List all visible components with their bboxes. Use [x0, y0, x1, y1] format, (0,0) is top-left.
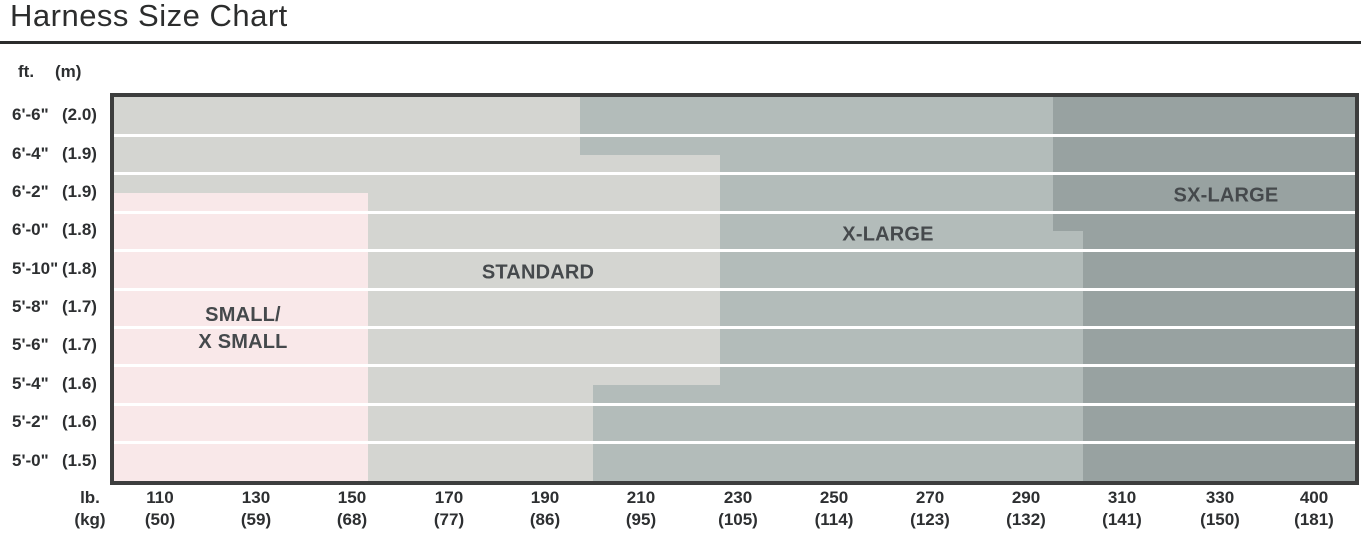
- x-tick-kg: (95): [625, 510, 657, 529]
- zone-label-small-xsmall: SMALL/ X SMALL: [198, 302, 287, 356]
- x-tick-kg: (105): [718, 510, 758, 529]
- x-tick-lb: 310: [1107, 488, 1137, 507]
- y-label-6-2: 6'-2" (1.9): [12, 182, 108, 204]
- y-label-ft: 5'-4": [12, 374, 49, 393]
- x-tick-110: 110 (50): [145, 487, 175, 531]
- y-label-5-2: 5'-2" (1.6): [12, 412, 108, 434]
- y-label-5-8: 5'-8" (1.7): [12, 297, 108, 319]
- x-tick-lb: 150: [337, 488, 367, 507]
- page-title: Harness Size Chart: [10, 0, 288, 33]
- x-tick-170: 170 (77): [434, 487, 464, 531]
- x-tick-130: 130 (59): [241, 487, 271, 531]
- x-tick-kg: (132): [1006, 510, 1046, 529]
- x-tick-230: 230 (105): [718, 487, 758, 531]
- y-label-5-4: 5'-4" (1.6): [12, 374, 108, 396]
- y-label-m: (1.5): [62, 451, 97, 470]
- chart-zones: SMALL/ X SMALL STANDARD X-LARGE SX-LARGE: [114, 97, 1355, 481]
- x-tick-210: 210 (95): [626, 487, 656, 531]
- y-label-m: (1.8): [62, 220, 97, 239]
- x-tick-150: 150 (68): [337, 487, 367, 531]
- row-separator: [114, 326, 1355, 329]
- x-tick-kg: (181): [1294, 510, 1334, 529]
- x-tick-330: 330 (150): [1200, 487, 1240, 531]
- y-axis-unit-m: (m): [55, 62, 82, 81]
- x-axis-unit-lb: lb.: [80, 488, 100, 507]
- y-label-m: (1.7): [62, 297, 97, 316]
- y-label-m: (1.6): [62, 412, 97, 431]
- row-separator: [114, 134, 1355, 137]
- region-sx-large-lower: [1083, 231, 1355, 481]
- y-label-6-6: 6'-6" (2.0): [12, 105, 108, 127]
- y-label-ft: 5'-10": [12, 259, 59, 278]
- y-label-5-6: 5'-6" (1.7): [12, 335, 108, 357]
- x-tick-lb: 230: [723, 488, 753, 507]
- row-separator: [114, 172, 1355, 175]
- x-tick-kg: (141): [1102, 510, 1142, 529]
- y-label-5-10: 5'-10" (1.8): [12, 259, 108, 281]
- x-tick-lb: 110: [146, 488, 174, 507]
- y-label-m: (1.6): [62, 374, 97, 393]
- y-label-m: (1.7): [62, 335, 97, 354]
- row-separator: [114, 441, 1355, 444]
- x-tick-kg: (86): [529, 510, 561, 529]
- x-tick-lb: 270: [915, 488, 945, 507]
- region-standard-upper: [114, 97, 580, 155]
- x-tick-270: 270 (123): [910, 487, 950, 531]
- region-sx-large-upper: [1053, 97, 1355, 231]
- x-tick-lb: 190: [530, 488, 560, 507]
- zone-label-sx-large: SX-LARGE: [1173, 184, 1279, 207]
- row-separator: [114, 211, 1355, 214]
- x-tick-lb: 210: [626, 488, 656, 507]
- x-tick-kg: (59): [240, 510, 272, 529]
- x-tick-lb: 330: [1205, 488, 1235, 507]
- y-label-m: (2.0): [62, 105, 97, 124]
- y-label-ft: 5'-6": [12, 335, 49, 354]
- x-tick-kg: (77): [433, 510, 465, 529]
- x-tick-190: 190 (86): [530, 487, 560, 531]
- x-tick-kg: (50): [144, 510, 176, 529]
- x-tick-400: 400 (181): [1294, 487, 1334, 531]
- zone-label-small-line2: X SMALL: [198, 331, 288, 353]
- y-label-6-4: 6'-4" (1.9): [12, 144, 108, 166]
- x-tick-290: 290 (132): [1006, 487, 1046, 531]
- y-label-6-0: 6'-0" (1.8): [12, 220, 108, 242]
- x-tick-lb: 400: [1299, 488, 1329, 507]
- y-axis-unit-ft: ft.: [18, 62, 35, 81]
- row-separator: [114, 249, 1355, 252]
- x-axis-unit-kg: (kg): [74, 510, 106, 529]
- row-separator: [114, 288, 1355, 291]
- zone-label-x-large: X-LARGE: [842, 223, 934, 246]
- y-label-ft: 5'-2": [12, 412, 49, 431]
- x-tick-kg: (150): [1200, 510, 1240, 529]
- zone-label-standard: STANDARD: [481, 261, 595, 284]
- x-axis-units: lb. (kg): [74, 487, 105, 531]
- y-label-ft: 5'-8": [12, 297, 49, 316]
- y-label-m: (1.9): [62, 144, 97, 163]
- x-tick-lb: 250: [819, 488, 849, 507]
- x-tick-lb: 290: [1011, 488, 1041, 507]
- x-tick-310: 310 (141): [1102, 487, 1142, 531]
- x-tick-kg: (68): [336, 510, 368, 529]
- region-small-xsmall: [114, 193, 368, 481]
- x-tick-kg: (123): [910, 510, 950, 529]
- y-label-ft: 6'-2": [12, 182, 49, 201]
- title-underline: [0, 41, 1361, 44]
- x-tick-lb: 130: [241, 488, 271, 507]
- y-label-ft: 6'-6": [12, 105, 49, 124]
- chart-plot-area: SMALL/ X SMALL STANDARD X-LARGE SX-LARGE: [110, 93, 1359, 485]
- x-tick-lb: 170: [434, 488, 464, 507]
- row-separator: [114, 403, 1355, 406]
- y-label-ft: 5'-0": [12, 451, 49, 470]
- x-tick-kg: (114): [814, 510, 854, 529]
- y-label-m: (1.9): [62, 182, 97, 201]
- y-label-5-0: 5'-0" (1.5): [12, 451, 108, 473]
- y-label-ft: 6'-0": [12, 220, 49, 239]
- x-tick-250: 250 (114): [815, 487, 854, 531]
- y-axis-units: ft. (m): [18, 62, 81, 82]
- y-label-m: (1.8): [62, 259, 97, 278]
- y-label-ft: 6'-4": [12, 144, 49, 163]
- row-separator: [114, 364, 1355, 367]
- zone-label-small-line1: SMALL/: [205, 304, 281, 326]
